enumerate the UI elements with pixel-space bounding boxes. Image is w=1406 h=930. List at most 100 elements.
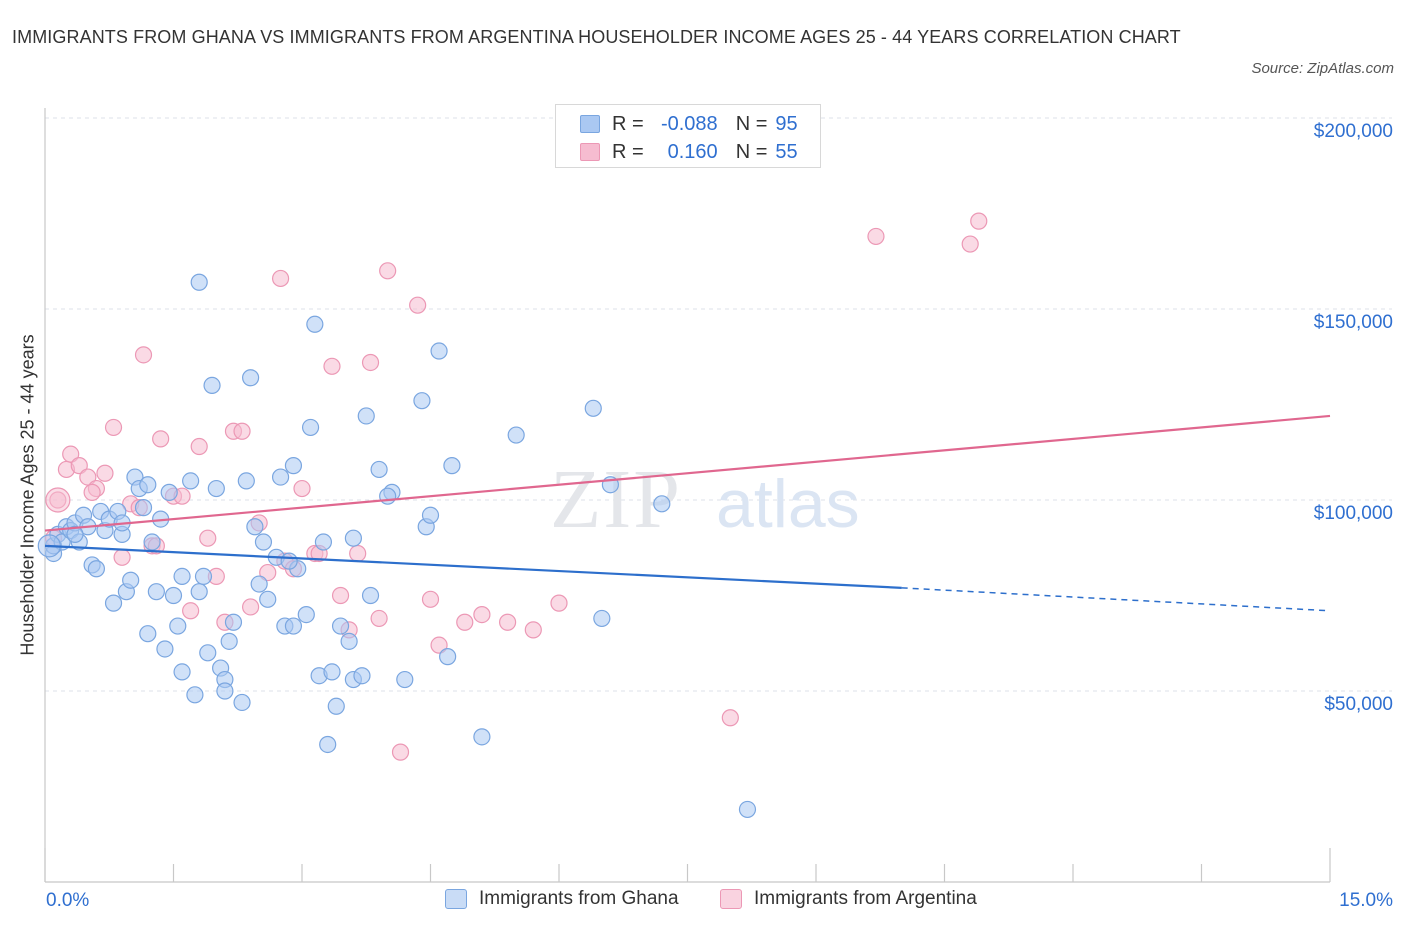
x-tick-min: 0.0%: [46, 890, 90, 911]
ghana-point: [396, 670, 414, 689]
argentina-legend-label: Immigrants from Argentina: [754, 888, 977, 909]
ghana-point: [203, 376, 221, 394]
y-tick-150k: $150,000: [1313, 312, 1393, 333]
ghana-point: [139, 476, 157, 494]
argentina-point: [113, 548, 131, 566]
ghana-point: [164, 586, 183, 605]
ghana-point: [284, 457, 303, 475]
ghana-point: [443, 457, 461, 475]
argentina-point: [361, 353, 380, 372]
ghana-point: [233, 693, 251, 712]
argentina-point: [190, 437, 208, 456]
ghana-point: [331, 617, 350, 635]
argentina-point: [721, 709, 739, 727]
axes: [44, 108, 1331, 883]
argentina-point: [331, 586, 350, 605]
ghana-point: [160, 483, 178, 501]
ghana-point: [507, 426, 525, 444]
r-label: R =: [612, 112, 644, 135]
argentina-point: [323, 357, 341, 375]
ghana-trend-extension: [901, 587, 1331, 612]
argentina-point: [45, 487, 71, 513]
ghana-point: [306, 315, 324, 333]
watermark-atlas: atlas: [716, 466, 860, 542]
ghana-point: [147, 583, 165, 601]
ghana-point: [242, 369, 260, 387]
ghana-point: [237, 472, 255, 490]
ghana-point: [319, 735, 337, 754]
argentina-point: [152, 430, 170, 448]
argentina-point: [271, 269, 290, 288]
ghana-point: [156, 640, 174, 658]
ghana-point: [584, 399, 602, 417]
ghana-point: [259, 590, 277, 608]
ghana-point: [344, 529, 362, 547]
ghana-point: [284, 617, 303, 635]
series-legend: Immigrants from Ghana Immigrants from Ar…: [0, 888, 1406, 918]
ghana-point: [421, 506, 440, 524]
argentina-trend-line: [44, 414, 1331, 532]
ghana-point: [169, 617, 187, 635]
argentina-point: [242, 598, 260, 616]
argentina-point: [83, 483, 101, 501]
ghana-point: [254, 533, 273, 551]
ghana-point: [473, 728, 491, 746]
legend-item-ghana: Immigrants from Ghana: [445, 888, 679, 910]
ghana-point: [738, 800, 757, 819]
ghana-point: [122, 571, 140, 589]
ghana-point: [297, 605, 315, 624]
y-tick-200k: $200,000: [1313, 121, 1393, 142]
argentina-point: [499, 613, 517, 631]
ghana-point: [194, 567, 213, 586]
n-label: N =: [735, 112, 768, 135]
ghana-point: [182, 472, 200, 490]
x-tick-max: 15.0%: [1339, 890, 1393, 911]
argentina-point: [430, 636, 448, 654]
ghana-r-value: -0.088: [660, 112, 718, 135]
r-label: R =: [612, 140, 644, 163]
ghana-n-value: 95: [775, 112, 798, 135]
ghana-point: [593, 609, 611, 628]
ghana-point: [199, 644, 217, 662]
y-tick-100k: $100,000: [1313, 503, 1393, 524]
ghana-point: [143, 533, 161, 551]
argentina-point: [867, 227, 885, 246]
ghana-point: [340, 632, 358, 650]
ghana-point: [327, 697, 345, 715]
argentina-legend-swatch: [720, 889, 742, 909]
ghana-point: [220, 632, 238, 650]
ghana-point: [439, 648, 457, 666]
argentina-point: [379, 262, 397, 280]
ghana-point: [224, 613, 243, 631]
argentina-point: [409, 296, 427, 314]
ghana-point: [246, 518, 264, 536]
trend-lines: [44, 414, 1331, 612]
argentina-point: [391, 743, 410, 761]
argentina-point: [370, 609, 388, 628]
argentina-point: [970, 212, 988, 230]
argentina-point: [349, 544, 367, 563]
stats-legend: R = -0.088 N = 95 R = 0.160 N = 55: [555, 104, 821, 168]
legend-item-argentina: Immigrants from Argentina: [720, 888, 977, 910]
argentina-point: [134, 346, 153, 364]
ghana-point: [250, 575, 268, 593]
argentina-point: [456, 613, 474, 631]
gridlines: [45, 117, 1392, 692]
ghana-point: [314, 533, 333, 551]
argentina-point: [62, 445, 80, 463]
ghana-point: [190, 583, 208, 601]
ghana-point: [379, 487, 397, 505]
ghana-point: [280, 552, 298, 570]
ghana-swatch: [580, 115, 600, 133]
ghana-point: [66, 525, 84, 543]
ghana-point: [104, 594, 123, 612]
ghana-point: [87, 560, 106, 578]
ghana-point: [413, 392, 431, 410]
ghana-point: [361, 586, 380, 605]
argentina-point: [293, 479, 311, 498]
argentina-point: [961, 235, 979, 253]
y-axis-label: Householder Income Ages 25 - 44 years: [17, 334, 38, 656]
argentina-point: [70, 457, 88, 475]
y-tick-50k: $50,000: [1324, 694, 1393, 715]
